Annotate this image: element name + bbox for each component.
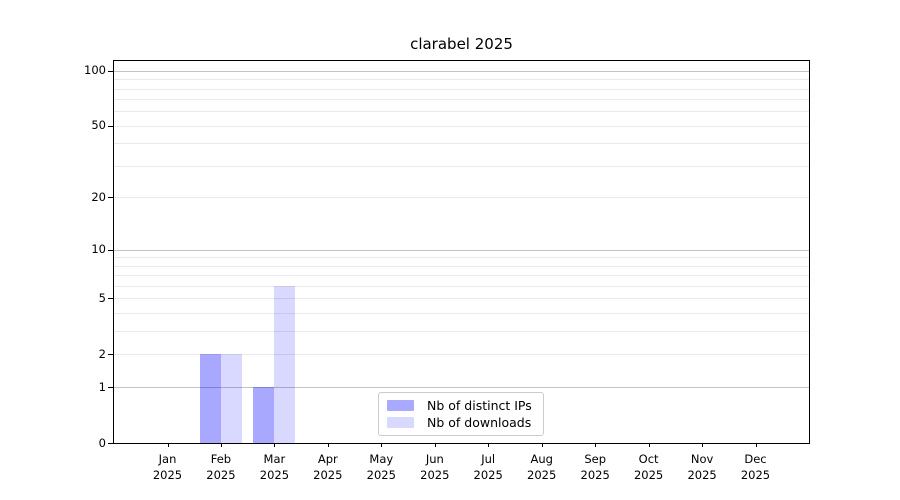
x-tick-label: Oct 2025 <box>633 452 664 482</box>
minor-gridline <box>114 354 809 355</box>
x-tick-label: Dec 2025 <box>740 452 771 482</box>
y-tick-mark <box>108 250 113 251</box>
x-tick-mark <box>381 443 383 447</box>
x-tick-mark <box>595 443 597 447</box>
x-tick-mark <box>702 443 704 447</box>
y-tick-label: 50 <box>91 118 106 133</box>
y-tick-label: 1 <box>98 379 106 394</box>
x-tick-label: Jul 2025 <box>473 452 503 482</box>
x-tick-label: Jun 2025 <box>420 452 450 482</box>
x-tick-label: Apr 2025 <box>313 452 343 482</box>
minor-gridline <box>114 89 809 90</box>
legend-swatch-downloads-icon <box>387 417 414 428</box>
minor-gridline <box>114 143 809 144</box>
legend-label-downloads: Nb of downloads <box>427 415 532 430</box>
minor-gridline <box>114 166 809 167</box>
minor-gridline <box>114 79 809 80</box>
x-tick-label: Nov 2025 <box>687 452 717 482</box>
y-tick-mark <box>108 197 113 198</box>
legend-item-distinct-ips: Nb of distinct IPs <box>387 398 534 413</box>
chart-title: clarabel 2025 <box>410 35 513 53</box>
minor-gridline <box>114 275 809 276</box>
bar-downloads <box>220 354 242 443</box>
y-tick-label: 10 <box>91 242 106 257</box>
y-tick-label: 5 <box>98 290 106 305</box>
major-gridline <box>114 71 809 72</box>
minor-gridline <box>114 266 809 267</box>
x-tick-mark <box>327 443 329 447</box>
x-tick-mark <box>434 443 436 447</box>
y-tick-mark <box>108 443 113 444</box>
minor-gridline <box>114 286 809 287</box>
x-tick-mark <box>648 443 650 447</box>
minor-gridline <box>114 313 809 314</box>
y-tick-mark <box>108 126 113 127</box>
x-tick-label: May 2025 <box>366 452 396 482</box>
x-tick-label: Sep 2025 <box>580 452 610 482</box>
y-tick-label: 2 <box>98 346 106 361</box>
minor-gridline <box>114 99 809 100</box>
bar-distinct-ips <box>253 387 275 443</box>
y-tick-label: 100 <box>84 63 106 78</box>
x-tick-mark <box>541 443 543 447</box>
legend-item-downloads: Nb of downloads <box>387 415 534 430</box>
legend: Nb of distinct IPs Nb of downloads <box>378 392 544 436</box>
x-tick-mark <box>167 443 169 447</box>
bar-distinct-ips <box>199 354 221 443</box>
x-tick-mark <box>755 443 757 447</box>
legend-swatch-distinct-ips-icon <box>387 400 414 411</box>
x-tick-label: Feb 2025 <box>206 452 236 482</box>
minor-gridline <box>114 298 809 299</box>
major-gridline <box>114 250 809 251</box>
x-tick-mark <box>488 443 490 447</box>
y-tick-mark <box>108 71 113 72</box>
y-tick-label: 0 <box>98 435 106 450</box>
y-tick-mark <box>108 298 113 299</box>
minor-gridline <box>114 257 809 258</box>
minor-gridline <box>114 126 809 127</box>
x-tick-label: Aug 2025 <box>527 452 557 482</box>
minor-gridline <box>114 111 809 112</box>
major-gridline <box>114 387 809 388</box>
y-tick-mark <box>108 354 113 355</box>
legend-label-distinct-ips: Nb of distinct IPs <box>427 398 532 413</box>
x-tick-mark <box>220 443 222 447</box>
x-tick-label: Mar 2025 <box>259 452 290 482</box>
minor-gridline <box>114 197 809 198</box>
x-tick-mark <box>274 443 276 447</box>
y-tick-label: 20 <box>91 189 106 204</box>
plot-area: 0 1 2 5 10 20 50 100 Jan 2025 Feb 2025 Mar 2025 Apr… <box>84 60 810 482</box>
y-tick-mark <box>108 387 113 388</box>
minor-gridline <box>114 331 809 332</box>
x-tick-label: Jan 2025 <box>152 452 183 482</box>
bar-downloads <box>274 286 296 443</box>
